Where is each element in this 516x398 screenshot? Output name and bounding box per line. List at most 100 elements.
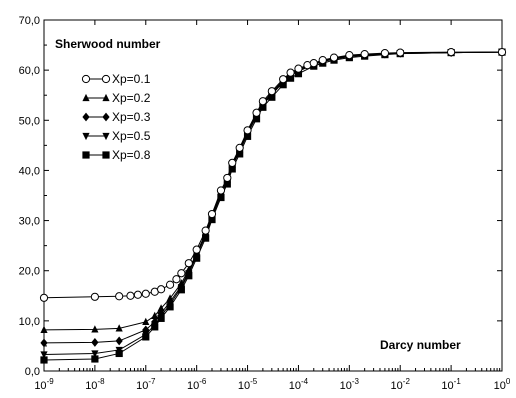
y-tick-label: 60,0 bbox=[19, 65, 40, 77]
y-tick-label: 50,0 bbox=[19, 115, 40, 127]
data-point bbox=[115, 324, 123, 332]
x-tick-label: 10-2 bbox=[391, 377, 411, 392]
data-point bbox=[133, 290, 142, 299]
data-point bbox=[91, 355, 99, 363]
x-tick-label: 10-1 bbox=[441, 377, 461, 392]
legend-item: Xp=0.8 bbox=[82, 148, 151, 162]
data-point bbox=[81, 74, 91, 84]
data-point bbox=[235, 143, 244, 152]
data-point bbox=[252, 108, 261, 117]
data-point bbox=[286, 68, 295, 77]
x-tick-label: 10-6 bbox=[187, 377, 207, 392]
y-tick-label: 20,0 bbox=[19, 266, 40, 278]
data-point bbox=[345, 51, 354, 60]
data-point bbox=[142, 325, 150, 335]
legend-label: Xp=0.5 bbox=[112, 129, 151, 143]
data-point bbox=[40, 325, 48, 333]
data-point bbox=[258, 97, 267, 106]
data-point bbox=[151, 317, 159, 327]
data-point bbox=[192, 245, 201, 254]
data-point bbox=[82, 93, 90, 102]
legend-item: Xp=0.2 bbox=[82, 91, 151, 105]
x-tick-label: 10-9 bbox=[34, 377, 54, 392]
data-point bbox=[102, 112, 110, 122]
data-point bbox=[267, 87, 276, 96]
x-tick-label: 100 bbox=[494, 377, 511, 392]
x-tick-label: 10-8 bbox=[85, 377, 105, 392]
legend: Xp=0.1 Xp=0.2 Xp=0.3 Xp=0.5 Xp=0.8 bbox=[81, 72, 151, 162]
y-tick-label: 30,0 bbox=[19, 216, 40, 228]
y-tick-label: 70,0 bbox=[19, 15, 40, 27]
y-tick-label: 0,0 bbox=[25, 366, 40, 378]
data-point bbox=[40, 351, 48, 359]
data-point bbox=[223, 173, 232, 183]
data-point bbox=[172, 275, 181, 284]
data-point bbox=[360, 49, 369, 59]
data-point bbox=[243, 126, 252, 135]
data-point bbox=[102, 132, 110, 141]
data-point bbox=[279, 75, 288, 84]
x-axis: 10-9 10-8 10-7 10-6 10-5 10-4 10-3 10-2 10-1 100 bbox=[34, 20, 511, 392]
data-point bbox=[497, 47, 507, 57]
data-point bbox=[101, 74, 111, 84]
series-layer bbox=[39, 47, 507, 364]
data-point bbox=[91, 350, 99, 358]
legend-item: Xp=0.1 bbox=[81, 72, 151, 86]
data-point bbox=[309, 59, 318, 68]
data-point bbox=[115, 346, 123, 355]
legend-item: Xp=0.3 bbox=[82, 110, 151, 124]
data-point bbox=[207, 209, 217, 219]
data-point bbox=[380, 48, 390, 58]
data-point bbox=[184, 259, 193, 268]
data-point bbox=[91, 325, 99, 333]
y-axis: 0,0 10,0 20,0 30,0 40,0 50,0 60,0 70,0 bbox=[19, 15, 502, 378]
x-tick-label: 10-4 bbox=[289, 377, 309, 392]
data-point bbox=[82, 112, 90, 122]
data-point bbox=[329, 53, 339, 62]
data-point bbox=[165, 280, 175, 289]
data-point bbox=[294, 64, 303, 73]
data-point bbox=[40, 338, 48, 348]
data-point bbox=[142, 331, 150, 339]
data-point bbox=[166, 297, 174, 307]
data-point bbox=[115, 292, 124, 301]
data-point bbox=[216, 186, 226, 195]
data-point bbox=[102, 151, 110, 159]
data-point bbox=[201, 226, 210, 235]
data-point bbox=[151, 311, 159, 319]
data-point bbox=[90, 292, 99, 301]
legend-label: Xp=0.1 bbox=[112, 72, 151, 86]
data-point bbox=[39, 293, 49, 302]
data-point bbox=[82, 151, 90, 159]
data-point bbox=[318, 56, 327, 65]
data-point bbox=[166, 294, 174, 302]
data-point bbox=[82, 132, 90, 141]
x-axis-label: Darcy number bbox=[380, 338, 461, 352]
data-point bbox=[185, 265, 193, 273]
legend-label: Xp=0.2 bbox=[112, 91, 151, 105]
data-point bbox=[142, 317, 150, 325]
data-point bbox=[141, 289, 150, 298]
legend-item: Xp=0.5 bbox=[82, 129, 151, 143]
data-point bbox=[396, 48, 405, 57]
data-point bbox=[126, 291, 135, 300]
data-point bbox=[177, 269, 186, 278]
data-point bbox=[40, 356, 48, 364]
legend-label: Xp=0.8 bbox=[112, 148, 151, 162]
data-point bbox=[177, 279, 185, 287]
x-tick-label: 10-5 bbox=[238, 377, 258, 392]
data-point bbox=[156, 285, 166, 294]
data-point bbox=[228, 158, 237, 168]
data-point bbox=[157, 304, 165, 312]
data-point bbox=[91, 338, 99, 347]
data-point bbox=[102, 93, 110, 102]
legend-label: Xp=0.3 bbox=[112, 110, 151, 124]
y-tick-label: 40,0 bbox=[19, 165, 40, 177]
chart-title: Sherwood number bbox=[55, 37, 161, 51]
x-tick-label: 10-3 bbox=[340, 377, 360, 392]
y-tick-label: 10,0 bbox=[19, 316, 40, 328]
data-point bbox=[115, 336, 123, 346]
data-point bbox=[447, 47, 456, 57]
x-tick-label: 10-7 bbox=[136, 377, 156, 392]
